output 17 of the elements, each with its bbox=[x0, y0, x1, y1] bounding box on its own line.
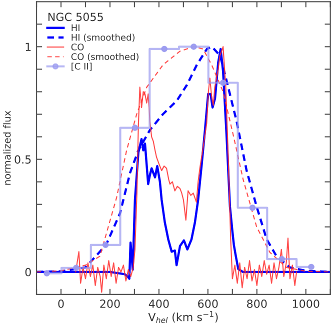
y-axis-title: normalized flux bbox=[3, 110, 11, 185]
legend-label: HI (smoothed) bbox=[72, 34, 135, 42]
x-tick-label: 0 bbox=[58, 300, 64, 308]
x-tick-label: 200 bbox=[100, 300, 120, 308]
x-tick-label: 400 bbox=[148, 300, 169, 308]
legend-title: NGC 5055 bbox=[48, 12, 103, 22]
legend-label: HI bbox=[72, 24, 80, 31]
y-tick-label: 0 bbox=[25, 268, 31, 276]
legend-label: [C II] bbox=[72, 62, 92, 71]
legend-label: CO (smoothed) bbox=[71, 53, 138, 62]
x-tick-label: 1000 bbox=[292, 300, 320, 308]
y-tick-label: 1 bbox=[26, 42, 31, 51]
x-tick-label: 600 bbox=[198, 300, 218, 308]
legend-label: CO bbox=[71, 44, 84, 50]
x-axis-title: V$_{hel}$ (km s$^{−1}$) bbox=[148, 311, 218, 324]
x-tick-label: 800 bbox=[247, 300, 267, 308]
y-tick-label: 0.5 bbox=[14, 155, 31, 164]
